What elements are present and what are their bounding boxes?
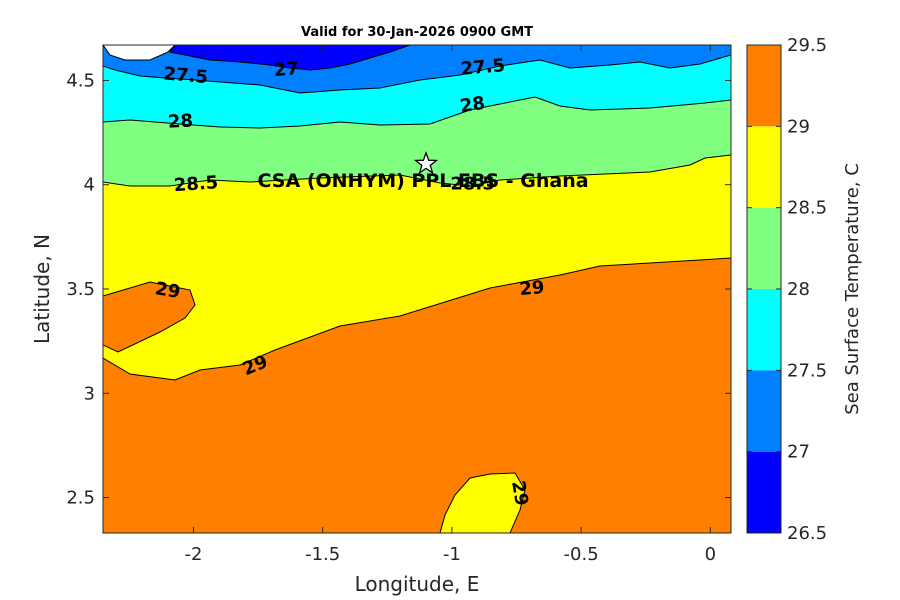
y-tick-label: 4.5 bbox=[66, 70, 95, 91]
site-star-marker bbox=[413, 150, 439, 175]
colorbar-tick-label: 27.5 bbox=[787, 360, 827, 381]
contour-label: 29 bbox=[507, 479, 532, 507]
colorbar-tick-label: 29.5 bbox=[787, 35, 827, 56]
colorbar-segment bbox=[747, 289, 781, 371]
colorbar-tick-label: 28.5 bbox=[787, 198, 827, 219]
contour-label: 28.5 bbox=[450, 174, 494, 195]
colorbar-tick-label: 28 bbox=[787, 279, 810, 300]
contour-fill-layer bbox=[103, 45, 731, 533]
chart-title: Valid for 30-Jan-2026 0900 GMT bbox=[301, 25, 533, 40]
band-28.5-29-south-pocket bbox=[439, 472, 526, 533]
contour-label: 27 bbox=[273, 58, 300, 81]
contour-label: 29 bbox=[519, 277, 546, 300]
contour-label: 28 bbox=[167, 111, 193, 133]
y-tick-label: 3.5 bbox=[66, 279, 95, 300]
x-tick-label: -0.5 bbox=[564, 544, 599, 565]
colorbar-tick-label: 29 bbox=[787, 116, 810, 137]
x-tick-label: -1.5 bbox=[305, 544, 340, 565]
contour-label: 27.5 bbox=[163, 63, 209, 88]
site-name-label: CSA (ONHYM) PPL EBS - Ghana bbox=[258, 170, 589, 192]
colorbar-tick-label: 26.5 bbox=[787, 523, 827, 544]
colorbar-segment bbox=[747, 451, 781, 533]
colorbar-segment bbox=[747, 370, 781, 452]
colorbar: 26.5 27 27.5 28 28.5 29 29.5 bbox=[746, 35, 827, 544]
contour-label: 28.5 bbox=[173, 172, 219, 196]
axes-layer: -2 -1.5 -1 -0.5 0 2.5 3 3.5 4 4.5 bbox=[66, 45, 731, 565]
contour-label: 29 bbox=[154, 278, 182, 303]
x-tick-label: -1 bbox=[443, 544, 461, 565]
x-axis-label: Longitude, E bbox=[355, 572, 480, 596]
colorbar-segment bbox=[747, 126, 781, 208]
band-26.5-27 bbox=[169, 45, 411, 71]
contour-label: 27.5 bbox=[460, 55, 506, 80]
colorbar-segment bbox=[747, 207, 781, 289]
y-tick-label: 3 bbox=[84, 383, 95, 404]
y-tick-label: 4 bbox=[84, 175, 95, 196]
x-tick-label: 0 bbox=[705, 544, 716, 565]
y-axis-label: Latitude, N bbox=[30, 234, 54, 344]
contour-label: 28 bbox=[459, 93, 487, 117]
colorbar-segment bbox=[747, 45, 781, 127]
y-tick-label: 2.5 bbox=[66, 488, 95, 509]
colorbar-tick-label: 27 bbox=[787, 442, 810, 463]
colorbar-label: Sea Surface Temperature, C bbox=[842, 163, 863, 415]
no-data-region bbox=[103, 45, 176, 61]
site-marker-group: CSA (ONHYM) PPL EBS - Ghana bbox=[258, 150, 589, 192]
x-tick-label: -2 bbox=[184, 544, 202, 565]
